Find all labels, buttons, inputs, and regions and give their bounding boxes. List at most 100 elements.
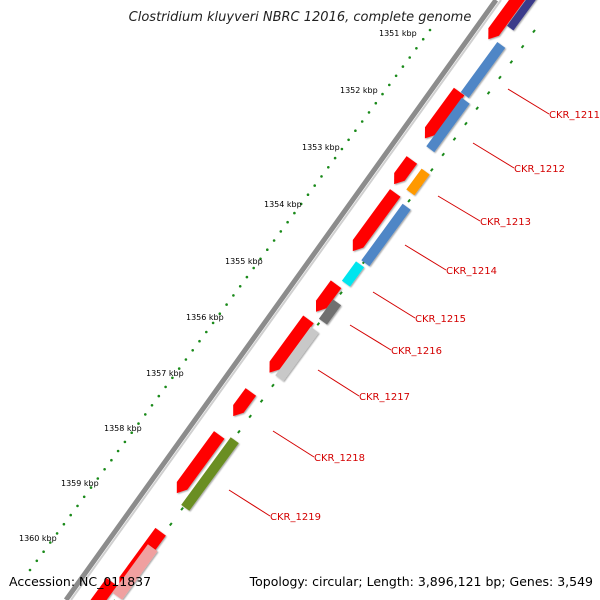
skew-dot [428,28,432,32]
forward-gene-arrow[interactable] [316,280,342,312]
skew-dot [218,312,222,316]
skew-dash [259,399,264,403]
gene-features[interactable] [88,0,537,600]
forward-gene-arrow[interactable] [488,0,529,40]
skew-dot [415,47,418,50]
skew-dot [360,120,364,123]
gene-label-ckr_1216[interactable]: CKR_1216 [391,346,442,357]
label-leader-line [472,142,515,169]
gene-bar-ckr_1214[interactable] [361,203,411,267]
skew-dot [42,550,45,553]
skew-dash [430,167,434,172]
skew-dot [184,358,188,361]
label-leader-line [349,324,392,351]
skew-dot [198,339,201,343]
label-leader-line [437,195,481,222]
label-leader-line [507,88,550,115]
gene-label-ckr_1212[interactable]: CKR_1212 [514,164,565,175]
skew-dash [248,414,252,419]
skew-dot [177,367,181,370]
skew-dot [55,532,59,535]
skew-dash [407,198,411,203]
skew-dash [180,506,184,511]
skew-dot [238,285,242,288]
forward-gene-arrow[interactable] [352,189,401,252]
gene-bar-ckr_1217[interactable] [275,326,319,382]
label-leader-line [317,369,360,397]
skew-dot [299,202,303,206]
skew-dash [441,152,445,157]
skew-dot [367,111,371,114]
skew-dot [76,504,79,508]
gene-label-ckr_1215[interactable]: CKR_1215 [415,314,466,325]
gene-bar-ckr_1212[interactable] [426,97,470,153]
forward-gene-arrow[interactable] [233,388,257,417]
gene-bar-bottom[interactable] [112,544,158,600]
skew-dash [532,29,536,34]
tick-label: 1358 kbp [104,424,142,433]
skew-dot [232,294,235,297]
tick-label: 1360 kbp [19,534,57,543]
tick-label: 1354 kbp [264,200,302,209]
skew-dot [116,449,120,453]
skew-dot [62,522,66,526]
forward-gene-arrow[interactable] [176,431,225,494]
tick-label: 1352 kbp [340,86,378,95]
gene-label-ckr_1218[interactable]: CKR_1218 [314,453,365,464]
skew-dot [306,193,310,196]
skew-dash [452,137,457,141]
skew-dot [266,248,269,251]
skew-dot [123,440,127,444]
skew-dot [347,138,350,142]
skew-dot [49,541,52,544]
forward-gene-arrow[interactable] [269,315,314,373]
skew-dash [464,121,468,126]
gene-label-ckr_1217[interactable]: CKR_1217 [359,392,410,403]
skew-dot [110,458,113,462]
gene-label-ckr_1219[interactable]: CKR_1219 [270,512,321,523]
skew-dot [245,275,249,279]
skew-dot [164,385,167,389]
forward-gene-arrow[interactable] [394,156,418,185]
tick-label: 1356 kbp [186,313,224,322]
skew-dot [327,166,330,169]
skew-dot [82,495,86,499]
gene-label-ckr_1214[interactable]: CKR_1214 [446,266,497,277]
accession-text: Accession: NC_011837 [9,574,152,589]
skew-dot [96,477,100,480]
gene-label-ckr_1213[interactable]: CKR_1213 [480,217,531,228]
skew-dot [150,404,154,407]
skew-dot [381,92,384,96]
skew-dot [401,65,405,68]
skew-dash [486,90,491,95]
tick-label: 1359 kbp [61,479,99,488]
gene-bar-ckr_1211[interactable] [460,42,506,98]
skew-dash [509,60,514,64]
skew-dot [211,321,215,325]
gene-bar-ckr_1216[interactable] [318,299,342,325]
skew-dot [388,83,391,87]
tick-label: 1357 kbp [146,369,184,378]
forward-gene-arrow[interactable] [88,578,117,600]
gene-bar-ckr_1219[interactable] [181,437,239,511]
skew-dash [316,322,321,326]
forward-gene-arrow[interactable] [424,87,465,139]
genome-backbone [63,0,502,600]
label-leader-line [228,489,271,517]
skew-dot [225,303,228,306]
skew-dot [394,74,398,78]
skew-dot [103,468,106,471]
gene-bar-ckr_1213[interactable] [406,168,430,196]
backbone-line [63,0,499,600]
skew-dot [69,513,72,517]
gene-bar-ckr_1215[interactable] [341,261,365,287]
gene-labels: CKR_1211 CKR_1212 CKR_1213 CKR_1214 CKR_1215… [228,88,600,523]
skew-dot [35,559,39,563]
label-leader-line [372,291,416,319]
gene-label-ckr_1211[interactable]: CKR_1211 [549,110,600,121]
topology-summary: Topology: circular; Length: 3,896,121 bp… [249,574,593,589]
skew-dash [520,44,525,49]
skew-dot [130,431,133,435]
gene-bar-top[interactable] [507,0,537,31]
skew-dot [408,56,412,59]
